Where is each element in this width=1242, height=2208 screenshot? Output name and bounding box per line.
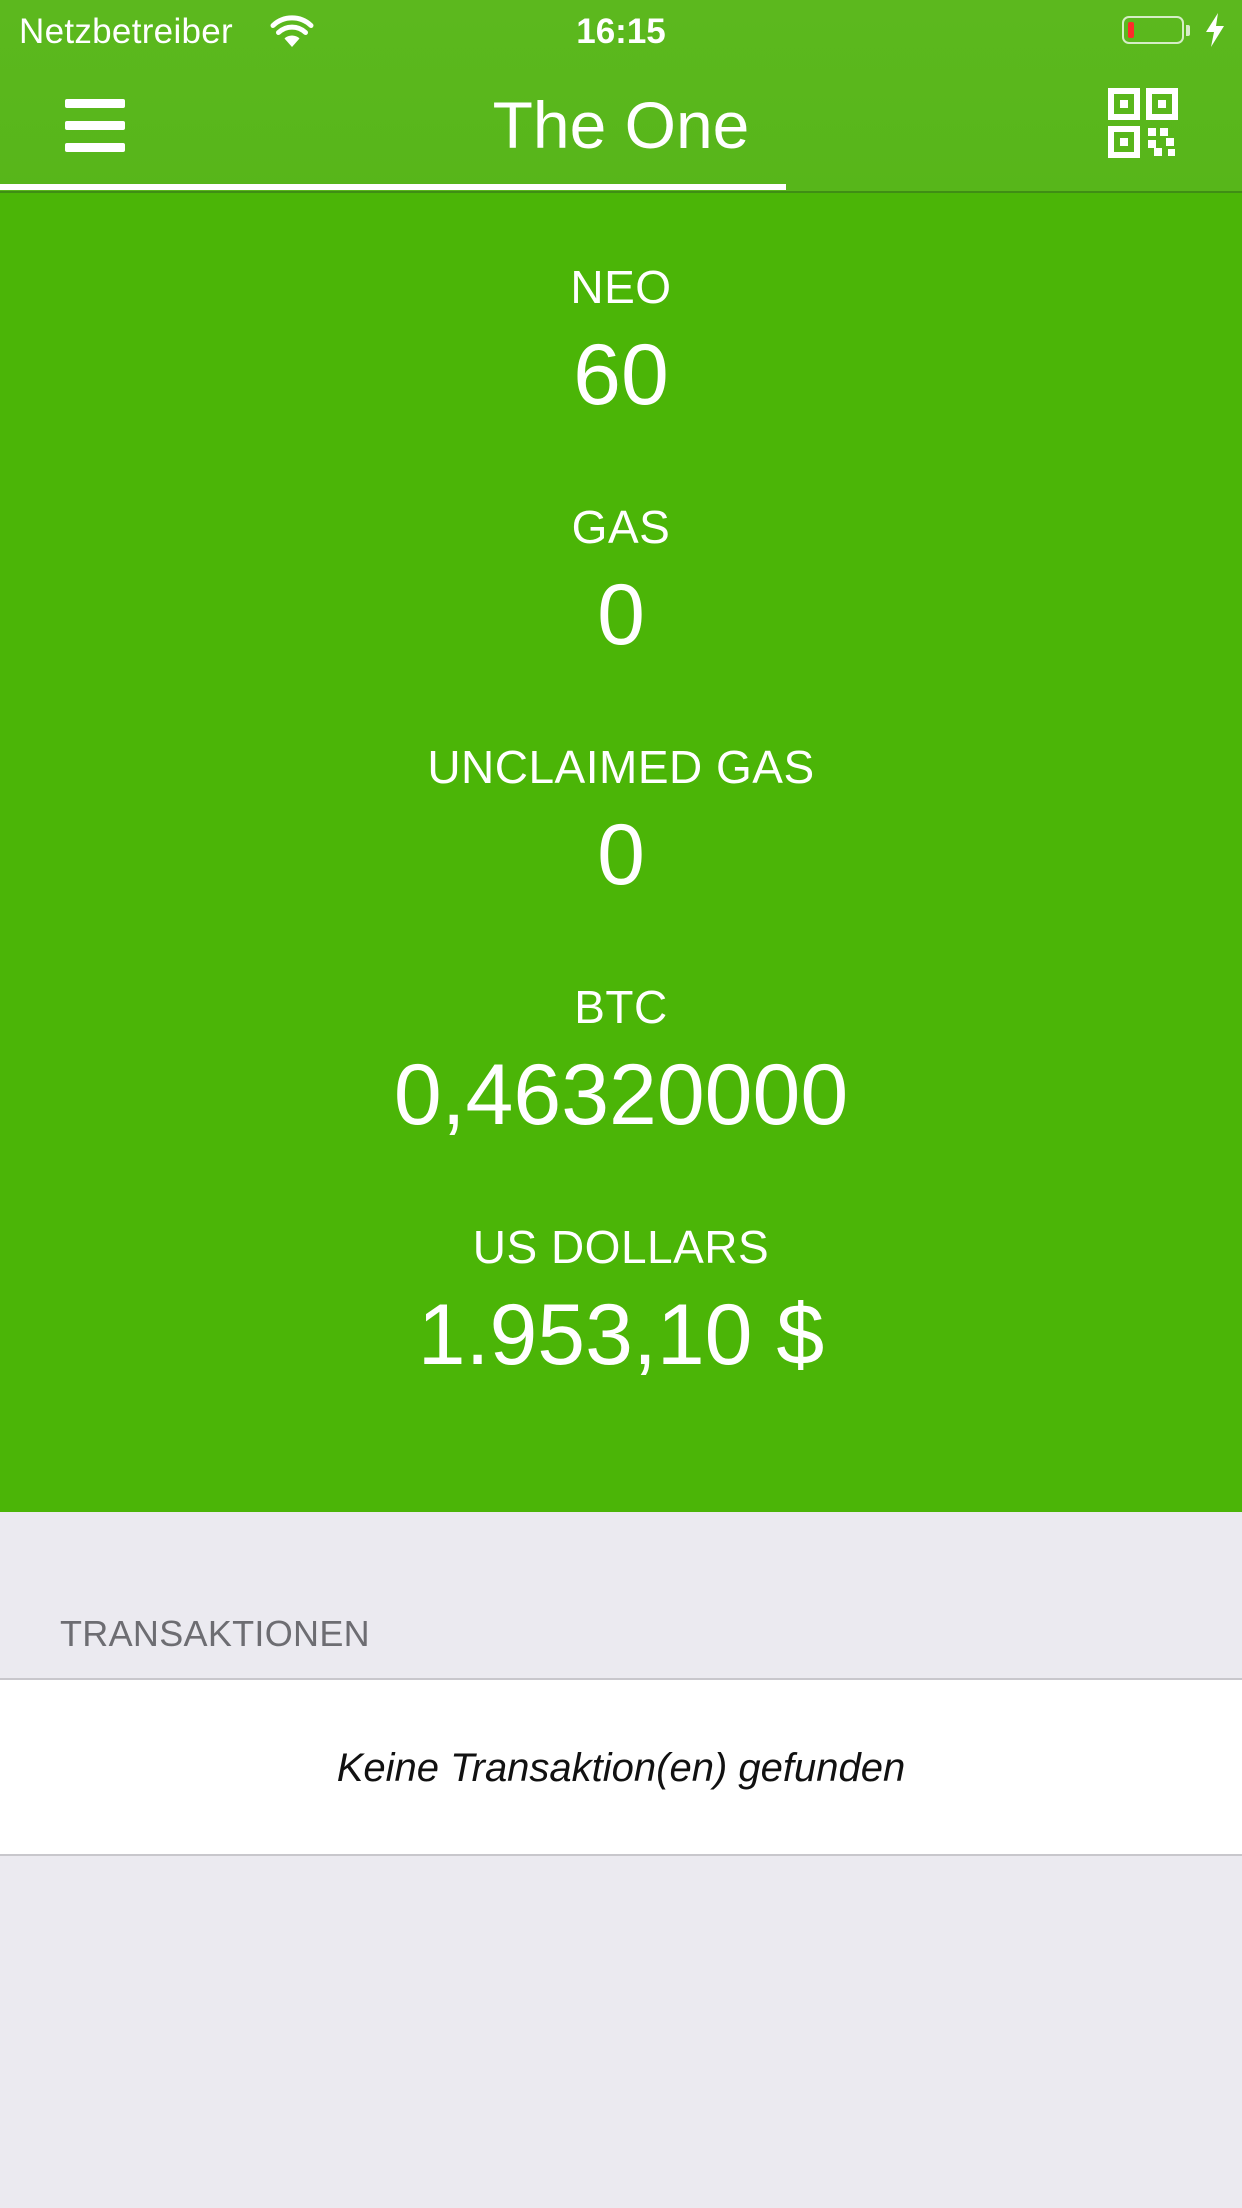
balance-btc: BTC 0,46320000 bbox=[0, 979, 1242, 1145]
balance-label: GAS bbox=[571, 501, 671, 553]
balance-label: BTC bbox=[574, 981, 668, 1033]
transactions-header: TRANSAKTIONEN bbox=[60, 1613, 370, 1654]
page-title: The One bbox=[492, 88, 750, 162]
balance-value: 0 bbox=[597, 567, 645, 663]
charging-bolt-icon bbox=[1206, 13, 1224, 47]
top-bar: Netzbetreiber 16:15 The One bbox=[0, 0, 1242, 193]
balance-gas: GAS 0 bbox=[0, 499, 1242, 665]
empty-state-text: Keine Transaktion(en) gefunden bbox=[336, 1746, 906, 1790]
balance-value: 0,46320000 bbox=[393, 1047, 849, 1143]
battery-icon bbox=[1122, 16, 1184, 44]
wifi-icon bbox=[270, 15, 314, 47]
balance-value: 0 bbox=[597, 807, 645, 903]
navigation-bar: The One bbox=[0, 60, 1242, 193]
balance-neo: NEO 60 bbox=[0, 259, 1242, 425]
balance-value: 60 bbox=[573, 327, 669, 423]
balance-usd: US DOLLARS 1.953,10 $ bbox=[0, 1219, 1242, 1385]
balance-unclaimed-gas: UNCLAIMED GAS 0 bbox=[0, 739, 1242, 905]
carrier-label: Netzbetreiber bbox=[19, 12, 234, 51]
balance-label: UNCLAIMED GAS bbox=[427, 741, 815, 793]
balance-label: NEO bbox=[570, 261, 672, 313]
transactions-empty-cell[interactable]: Keine Transaktion(en) gefunden bbox=[0, 1678, 1242, 1856]
balance-value: 1.953,10 $ bbox=[417, 1287, 825, 1383]
nav-divider bbox=[0, 191, 1242, 193]
tab-indicator bbox=[0, 184, 786, 190]
status-time: 16:15 bbox=[576, 12, 666, 51]
balances-panel: NEO 60 GAS 0 UNCLAIMED GAS 0 BTC 0,46320… bbox=[0, 193, 1242, 1512]
status-bar: Netzbetreiber 16:15 bbox=[0, 0, 1242, 60]
balance-label: US DOLLARS bbox=[472, 1221, 770, 1273]
battery-level bbox=[1128, 22, 1134, 38]
battery-nub bbox=[1186, 25, 1190, 36]
qr-code-icon[interactable] bbox=[1108, 88, 1178, 158]
hamburger-menu-icon[interactable] bbox=[55, 90, 135, 160]
